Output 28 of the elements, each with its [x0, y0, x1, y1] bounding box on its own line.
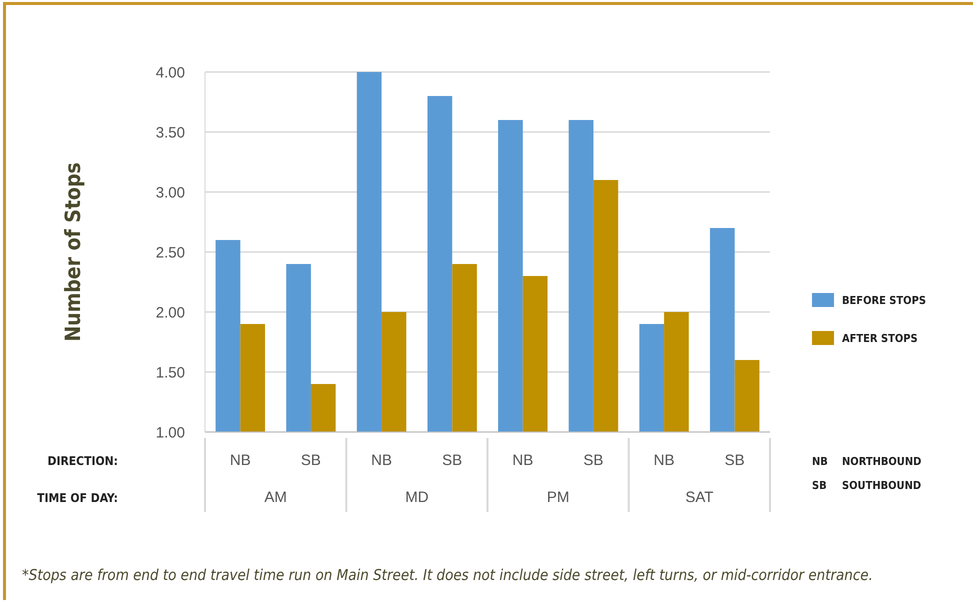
text: MD	[405, 489, 429, 506]
text: AM	[264, 489, 287, 506]
x-tick-label: SB	[724, 452, 745, 469]
legend-label: AFTER STOPS	[842, 332, 918, 345]
y-tick-label: 2.50	[156, 244, 185, 262]
text: DIRECTION:	[48, 454, 118, 468]
x-tick-label: SB	[300, 452, 321, 469]
y-tick-label: 4.00	[156, 64, 185, 82]
y-tick-label: 3.50	[156, 124, 185, 142]
x-tick-label: NB	[230, 452, 251, 469]
text: SB	[812, 479, 827, 492]
text: TIME OF DAY:	[37, 491, 118, 505]
text: *Stops are from end to end travel time run on Main Street. It does not include side street, left turns, or mid-corridor entrance.	[22, 566, 873, 584]
x-tick-label: SB	[442, 452, 462, 469]
text: NORTHBOUND	[842, 455, 922, 468]
y-tick-label: 1.00	[156, 424, 185, 442]
y-axis-title: Number of Stops	[61, 162, 85, 342]
text: PM	[546, 489, 570, 506]
text: SOUTHBOUND	[842, 479, 922, 492]
x-tick-label: SB	[583, 452, 604, 469]
x-tick-label: NB	[654, 452, 674, 469]
x-tick-label: NB	[371, 452, 392, 469]
y-tick-label: 1.50	[156, 364, 185, 382]
text: SAT	[685, 489, 714, 506]
y-tick-label: 3.00	[156, 184, 185, 202]
y-tick-label: 2.00	[156, 304, 185, 322]
x-tick-label: NB	[512, 452, 534, 469]
legend-label: BEFORE STOPS	[842, 294, 926, 307]
